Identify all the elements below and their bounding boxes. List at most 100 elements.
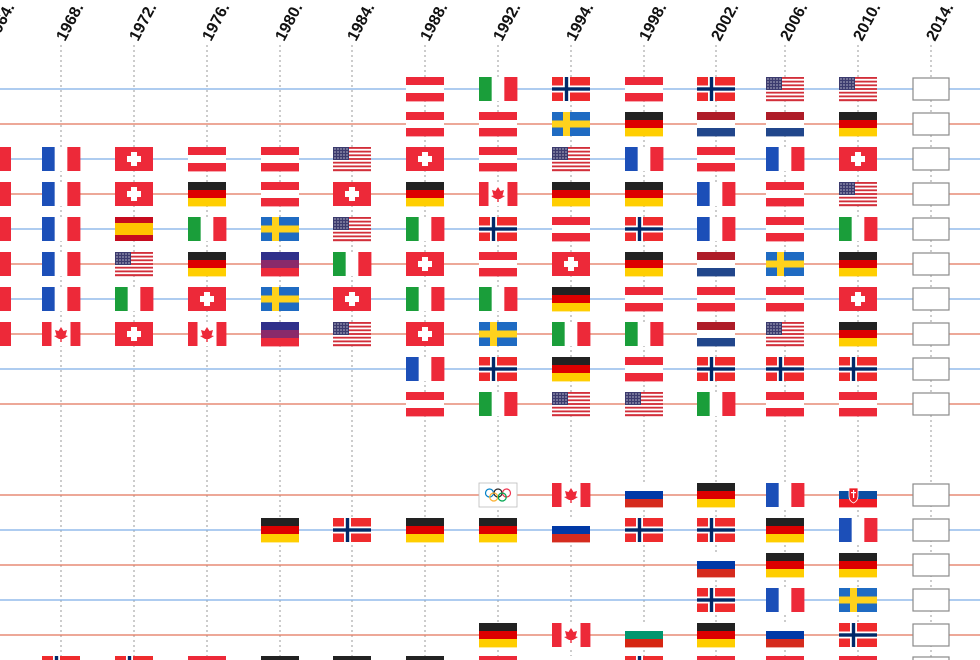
- usa-flag: [766, 77, 804, 102]
- column-label: 1980.: [273, 1, 307, 44]
- italy-flag: [479, 77, 518, 101]
- column-label: 1994.: [564, 1, 598, 44]
- italy-flag: [839, 217, 878, 241]
- germany-flag: [333, 656, 371, 660]
- germany-flag: [839, 252, 877, 277]
- usa-flag: [625, 392, 663, 417]
- france-flag: [42, 182, 81, 206]
- norway-flag: [697, 588, 735, 612]
- norway-flag: [479, 357, 517, 381]
- russia-flag: [766, 623, 804, 648]
- switzerland-flag: [188, 287, 226, 311]
- canada-flag: [552, 483, 591, 507]
- empty-slot: [912, 553, 950, 577]
- france-flag: [766, 147, 805, 171]
- germany-flag: [766, 518, 804, 543]
- sweden-flag: [552, 112, 590, 136]
- germany-flag: [261, 656, 299, 660]
- switzerland-flag: [333, 182, 371, 206]
- switzerland-flag: [0, 147, 11, 171]
- russia-flag: [552, 656, 590, 660]
- column-label: 2014.: [924, 1, 958, 44]
- usa-flag: [766, 322, 804, 347]
- norway-flag: [115, 656, 153, 660]
- empty-slot: [912, 147, 950, 171]
- italy-flag: [697, 392, 736, 416]
- france-flag: [42, 287, 81, 311]
- spain-flag: [115, 217, 153, 241]
- column-label: 1992.: [491, 1, 525, 44]
- austria-flag: [766, 217, 804, 242]
- austria-flag: [261, 147, 299, 172]
- germany-flag: [697, 623, 735, 648]
- austria-flag: [479, 656, 517, 660]
- empty-slot: [912, 588, 950, 612]
- norway-flag: [697, 357, 735, 381]
- empty-slot: [912, 287, 950, 311]
- switzerland-flag: [115, 147, 153, 171]
- bulgaria-flag: [625, 623, 663, 648]
- sweden-flag: [839, 588, 877, 612]
- switzerland-flag: [0, 182, 11, 206]
- switzerland-flag: [839, 656, 877, 660]
- austria-flag: [406, 77, 444, 102]
- austria-flag: [766, 287, 804, 312]
- switzerland-flag: [839, 287, 877, 311]
- germany-flag: [625, 182, 663, 207]
- france-flag: [42, 147, 81, 171]
- austria-flag: [261, 182, 299, 207]
- italy-flag: [406, 217, 445, 241]
- olympic-flag: [478, 482, 518, 508]
- austria-flag: [552, 217, 590, 242]
- norway-flag: [552, 77, 590, 101]
- germany-flag: [479, 623, 517, 648]
- italy-flag: [479, 287, 518, 311]
- italy-flag: [115, 287, 154, 311]
- germany-flag: [406, 656, 444, 660]
- norway-flag: [479, 217, 517, 241]
- austria-flag: [479, 112, 517, 137]
- switzerland-flag: [115, 322, 153, 346]
- switzerland-flag: [333, 287, 371, 311]
- austria-flag: [766, 656, 804, 660]
- netherlands-flag: [697, 322, 735, 347]
- switzerland-flag: [0, 322, 11, 346]
- empty-slot: [912, 217, 950, 241]
- austria-flag: [625, 287, 663, 312]
- canada-flag: [188, 322, 227, 346]
- column-label: 1964.: [0, 1, 18, 44]
- norway-flag: [625, 656, 663, 660]
- austria-flag: [479, 147, 517, 172]
- germany-flag: [766, 553, 804, 578]
- norway-flag: [839, 623, 877, 647]
- germany-flag: [188, 182, 226, 207]
- canada-flag: [552, 623, 591, 647]
- france-flag: [42, 252, 81, 276]
- italy-flag: [479, 392, 518, 416]
- italy-flag: [188, 217, 227, 241]
- russia-flag: [552, 518, 590, 543]
- switzerland-flag: [406, 147, 444, 171]
- france-flag: [42, 217, 81, 241]
- column-label: 2006.: [778, 1, 812, 44]
- usa-flag: [839, 77, 877, 102]
- soviet-union-flag: [261, 252, 299, 277]
- canada-flag: [42, 322, 81, 346]
- germany-flag: [479, 518, 517, 543]
- switzerland-flag: [115, 182, 153, 206]
- switzerland-flag: [406, 252, 444, 276]
- canada-flag: [479, 182, 518, 206]
- italy-flag: [333, 252, 372, 276]
- austria-flag: [766, 182, 804, 207]
- usa-flag: [552, 392, 590, 417]
- usa-flag: [333, 147, 371, 172]
- empty-slot: [912, 112, 950, 136]
- russia-flag: [697, 553, 735, 578]
- germany-flag: [625, 252, 663, 277]
- germany-flag: [697, 483, 735, 508]
- netherlands-flag: [697, 112, 735, 137]
- usa-flag: [115, 252, 153, 277]
- norway-flag: [333, 518, 371, 542]
- column-labels: 1964. 1968. 1972. 1976. 1980. 1984. 1988. 1992.…: [0, 1, 957, 44]
